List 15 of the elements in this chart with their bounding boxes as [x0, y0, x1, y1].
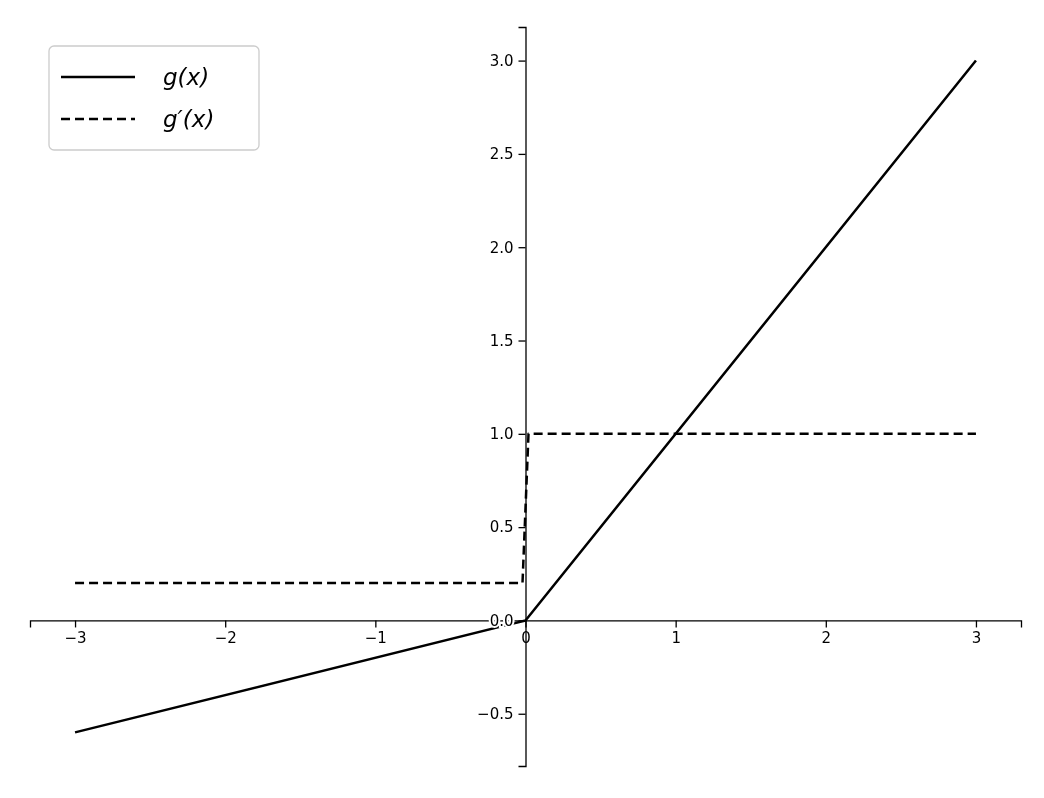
x-tick-label: 3	[971, 629, 982, 648]
x-tick-label: 2	[821, 629, 832, 648]
y-tick-label: 1.5	[489, 331, 514, 350]
y-tick-label: 1.0	[489, 425, 514, 444]
x-tick-label: −2	[214, 629, 237, 648]
x-tick-label: −1	[364, 629, 387, 648]
legend-label: g′(x)	[163, 106, 215, 132]
legend-label: g(x)	[163, 64, 210, 90]
y-tick-label: −0.5	[477, 705, 514, 724]
x-tick-label: −3	[64, 629, 87, 648]
y-tick-label: 0.5	[489, 518, 514, 537]
y-tick-label: 2.5	[489, 145, 514, 164]
y-tick-label: 2.0	[489, 238, 514, 257]
y-tick-label: 3.0	[489, 51, 514, 70]
x-tick-label: 1	[671, 629, 681, 648]
